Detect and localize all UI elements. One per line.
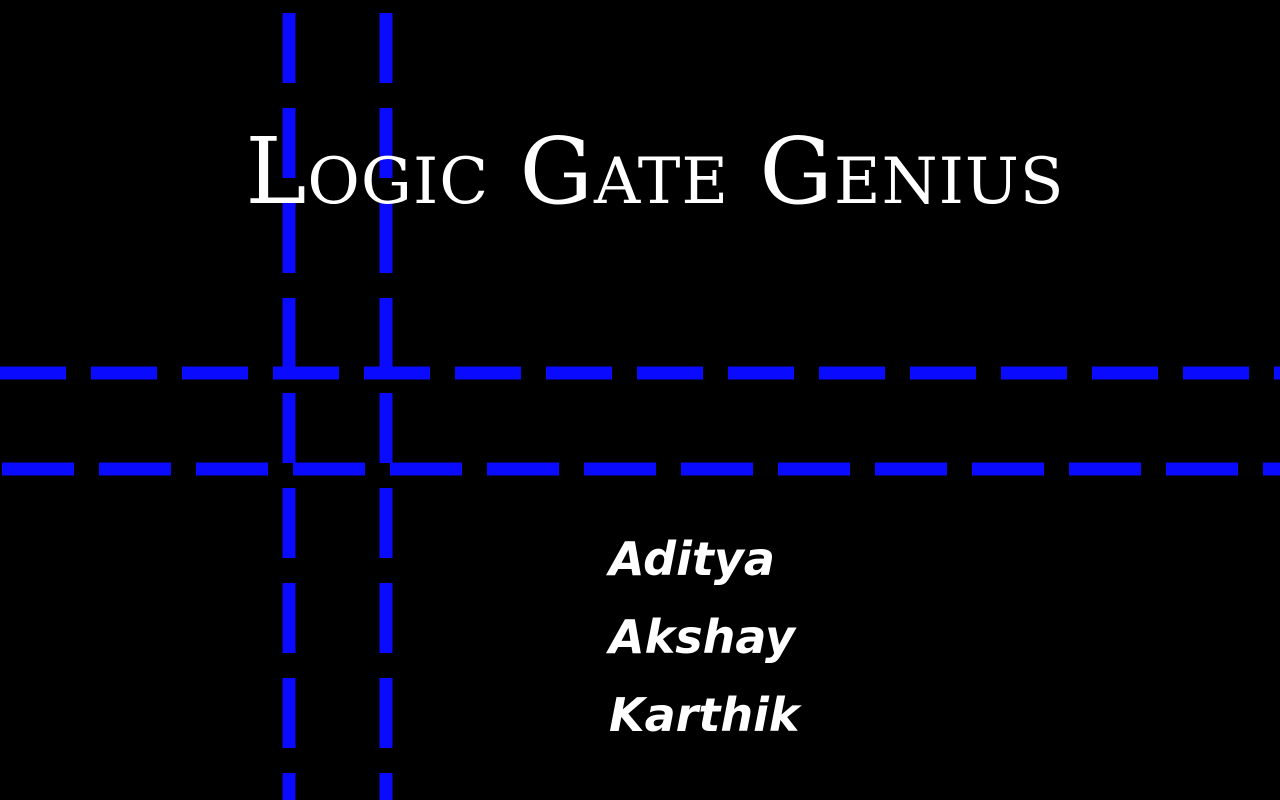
credit-name: Karthik	[609, 688, 800, 742]
credits-list: Aditya Akshay Karthik	[609, 520, 799, 754]
credit-name: Aditya	[609, 532, 775, 586]
game-title: Logic Gate Genius	[245, 118, 1065, 225]
credit-name: Akshay	[609, 610, 795, 664]
